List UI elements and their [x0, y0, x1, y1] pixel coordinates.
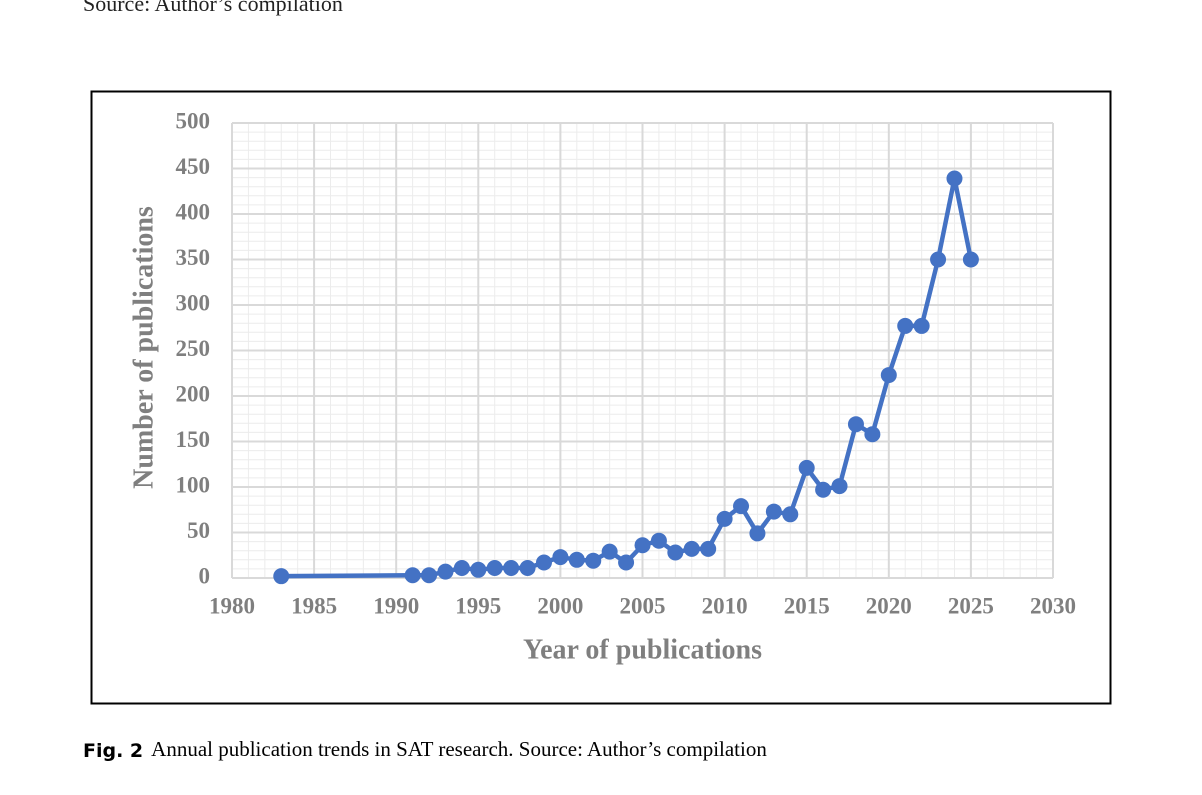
data-point: [700, 540, 717, 557]
data-point: [749, 525, 766, 542]
data-point: [831, 478, 848, 495]
data-point: [733, 498, 750, 515]
x-tick-label: 2000: [537, 593, 583, 618]
y-tick-label: 350: [176, 245, 211, 270]
data-point: [273, 568, 290, 585]
y-axis-title: Number of publications: [128, 206, 159, 489]
data-point: [437, 563, 454, 580]
data-point: [535, 554, 552, 571]
data-point: [946, 170, 963, 187]
x-tick-label: 2030: [1030, 593, 1076, 618]
data-point: [683, 540, 700, 557]
y-tick-label: 100: [176, 472, 211, 497]
y-tick-label: 400: [176, 199, 211, 224]
y-tick-label: 300: [176, 290, 211, 315]
y-tick-label: 200: [176, 381, 211, 406]
x-tick-label: 1990: [373, 593, 419, 618]
data-point: [568, 551, 585, 568]
x-tick-label: 1985: [291, 593, 337, 618]
data-point: [667, 544, 684, 561]
y-tick-label: 500: [176, 108, 211, 133]
caption-text: Annual publication trends in SAT researc…: [151, 737, 767, 761]
data-point: [716, 510, 733, 527]
y-tick-label: 150: [176, 427, 211, 452]
data-point: [404, 567, 421, 584]
data-point: [765, 503, 782, 520]
data-point: [815, 481, 832, 498]
data-point: [618, 554, 635, 571]
caption-label: Fig. 2: [83, 740, 143, 762]
data-point: [864, 426, 881, 443]
y-tick-label: 250: [176, 336, 211, 361]
y-tick-label: 50: [187, 518, 210, 543]
x-tick-label: 1995: [455, 593, 501, 618]
x-tick-label: 2020: [866, 593, 912, 618]
data-point: [880, 367, 897, 384]
caption: Fig. 2 Annual publication trends in SAT r…: [83, 737, 767, 762]
header-text: Source: Author’s compilation: [83, 0, 343, 16]
x-tick-label: 2010: [702, 593, 748, 618]
data-point: [519, 559, 536, 576]
data-point: [847, 416, 864, 433]
data-point: [962, 251, 979, 268]
x-tick-label: 2025: [948, 593, 994, 618]
data-point: [897, 317, 914, 334]
x-tick-label: 2015: [784, 593, 830, 618]
data-point: [782, 506, 799, 523]
figure-frame: [90, 90, 1112, 705]
data-point: [552, 549, 569, 566]
y-tick-label: 450: [176, 154, 211, 179]
data-point: [634, 537, 651, 554]
x-tick-label: 1980: [209, 593, 255, 618]
data-point: [913, 317, 930, 334]
data-point: [930, 251, 947, 268]
x-tick-label: 2005: [620, 593, 666, 618]
data-point: [421, 567, 438, 584]
data-point: [585, 552, 602, 569]
data-point: [601, 543, 618, 560]
data-point: [453, 559, 470, 576]
data-point: [503, 559, 520, 576]
data-point: [650, 532, 667, 549]
data-point: [486, 559, 503, 576]
chart: 0 50 100 150 200 250 300 350 400 450 500 1980 1985 19…: [128, 108, 1076, 665]
x-axis-title: Year of publications: [523, 634, 762, 665]
data-point: [470, 561, 487, 578]
y-tick-label: 0: [199, 563, 211, 588]
data-point: [798, 459, 815, 476]
